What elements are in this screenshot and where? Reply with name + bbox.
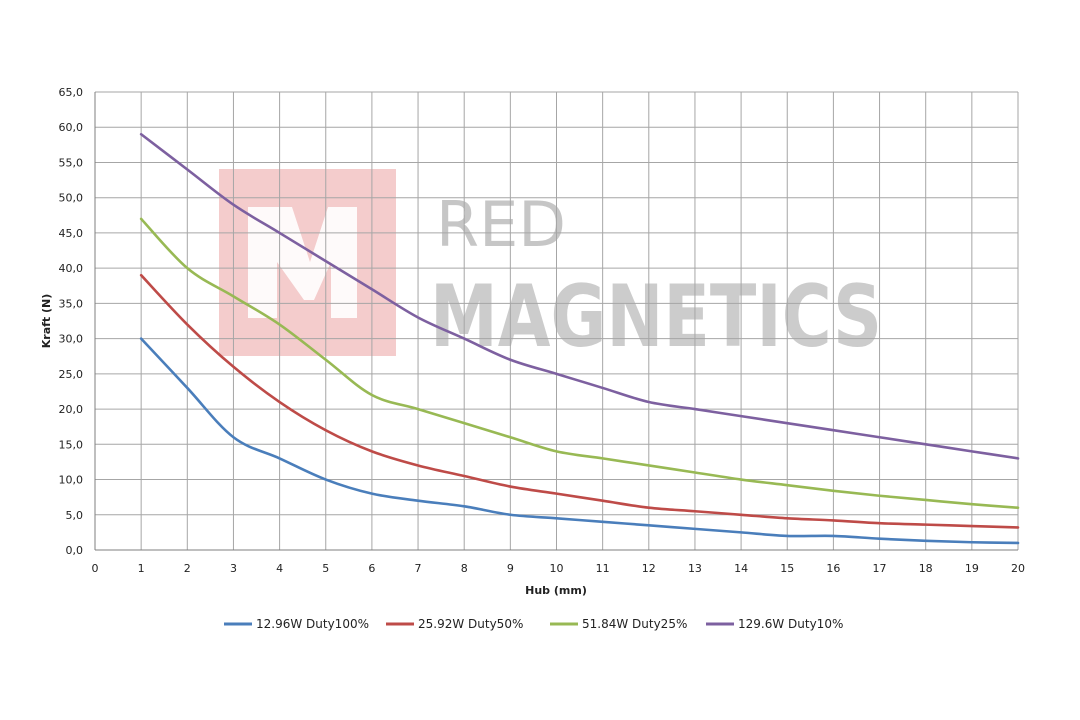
y-tick-label: 60,0 (59, 121, 84, 134)
y-tick-label: 20,0 (59, 403, 84, 416)
x-axis-title: Hub (mm) (525, 584, 587, 597)
x-tick-label: 20 (1011, 562, 1025, 575)
x-tick-label: 17 (873, 562, 887, 575)
y-tick-label: 40,0 (59, 262, 84, 275)
series-line-2 (139, 273, 1020, 529)
legend-label: 129.6W Duty10% (738, 617, 843, 631)
x-tick-label: 8 (461, 562, 468, 575)
x-tick-label: 11 (596, 562, 610, 575)
y-tick-label: 10,0 (59, 474, 84, 487)
legend: 12.96W Duty100% 25.92W Duty50% 51.84W Duty… (224, 617, 843, 631)
x-tick-label: 14 (734, 562, 748, 575)
x-tick-label: 15 (780, 562, 794, 575)
legend-item: 129.6W Duty10% (706, 617, 843, 631)
x-tick-label: 2 (184, 562, 191, 575)
x-tick-label: 18 (919, 562, 933, 575)
x-tick-label: 9 (507, 562, 514, 575)
y-tick-label: 25,0 (59, 368, 84, 381)
y-tick-label: 0,0 (66, 544, 84, 557)
watermark-magnetics: MAGNETICS (430, 267, 882, 367)
x-tick-label: 7 (415, 562, 422, 575)
y-tick-label: 45,0 (59, 227, 84, 240)
x-tick-label: 1 (138, 562, 145, 575)
watermark: RED MAGNETICS (219, 169, 882, 367)
legend-item: 51.84W Duty25% (550, 617, 687, 631)
legend-item: 12.96W Duty100% (224, 617, 369, 631)
y-tick-label: 55,0 (59, 156, 84, 169)
x-tick-label: 3 (230, 562, 237, 575)
y-tick-label: 50,0 (59, 192, 84, 205)
x-tick-label: 16 (826, 562, 840, 575)
x-tick-label: 13 (688, 562, 702, 575)
x-tick-label: 10 (550, 562, 564, 575)
y-tick-label: 5,0 (66, 509, 84, 522)
series-line-4 (139, 132, 1020, 460)
grid (94, 91, 1019, 551)
y-tick-label: 15,0 (59, 438, 84, 451)
x-tick-label: 0 (92, 562, 99, 575)
series-layer (139, 132, 1020, 545)
x-tick-label: 12 (642, 562, 656, 575)
axes (94, 92, 1018, 551)
watermark-red: RED (436, 188, 566, 261)
legend-label: 12.96W Duty100% (256, 617, 369, 631)
x-tick-label: 19 (965, 562, 979, 575)
y-tick-label: 30,0 (59, 333, 84, 346)
series-line-3 (139, 217, 1020, 510)
x-tick-label: 4 (276, 562, 283, 575)
y-tick-label: 65,0 (59, 86, 84, 99)
series-line-1 (139, 337, 1020, 545)
legend-label: 51.84W Duty25% (582, 617, 687, 631)
x-tick-label: 5 (322, 562, 329, 575)
tick-labels: 0 1 2 3 4 5 6 7 8 9 10 11 12 13 14 15 16 17 18 19 200,05,010… (59, 86, 1026, 575)
y-tick-label: 35,0 (59, 297, 84, 310)
x-tick-label: 6 (368, 562, 375, 575)
watermark-logo-m (248, 207, 357, 318)
legend-label: 25.92W Duty50% (418, 617, 523, 631)
y-axis-title: Kraft (N) (40, 294, 53, 349)
legend-item: 25.92W Duty50% (386, 617, 523, 631)
